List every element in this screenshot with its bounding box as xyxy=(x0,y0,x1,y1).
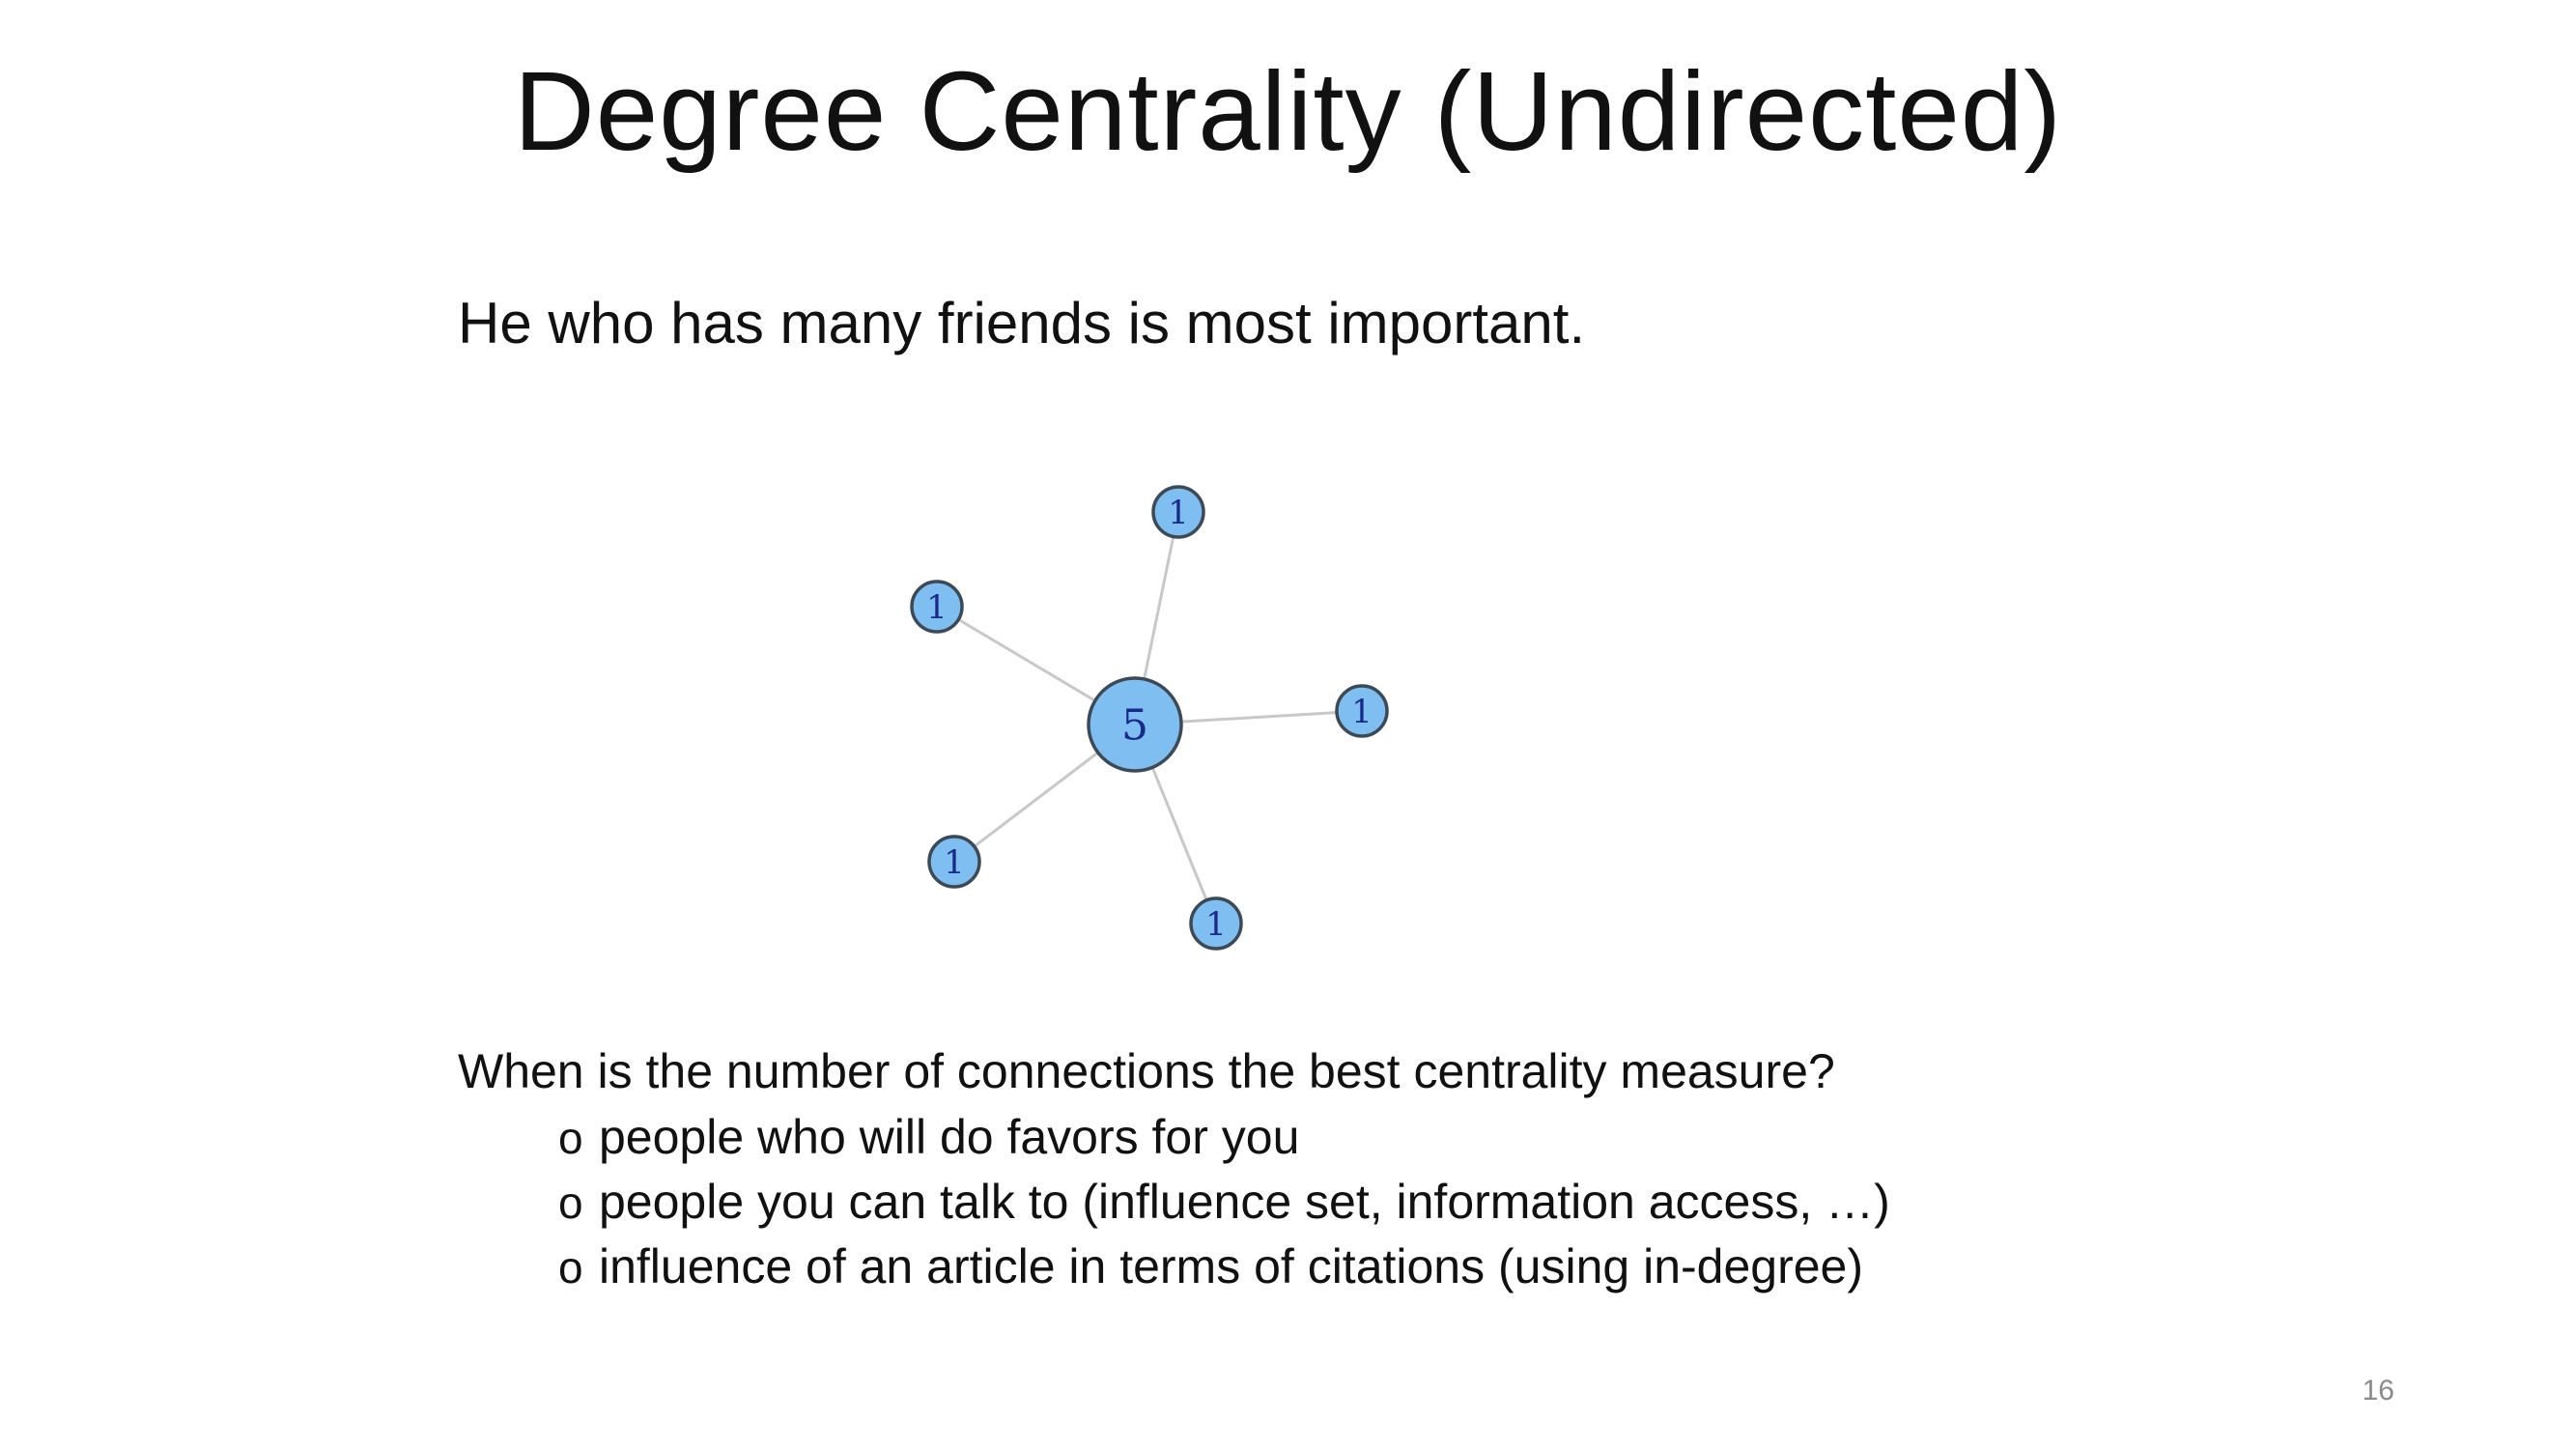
node-center: 5 xyxy=(1087,676,1183,773)
node-degree-label: 1 xyxy=(1205,905,1227,944)
node-circle xyxy=(927,835,981,889)
node-right: 1 xyxy=(1335,684,1389,738)
bullet-item: o people you can talk to (influence set,… xyxy=(558,1176,1890,1240)
bullet-item: o influence of an article in terms of ci… xyxy=(558,1240,1890,1305)
network-diagram: 5 1 1 1 1 1 xyxy=(910,485,1389,951)
node-degree-label: 1 xyxy=(1168,494,1189,532)
bullet-text: people who will do favors for you xyxy=(599,1110,1300,1164)
tagline: He who has many friends is most importan… xyxy=(458,291,1586,355)
node-circle xyxy=(1189,896,1243,951)
bullet-item: o people who will do favors for you xyxy=(558,1111,1890,1176)
node-circle xyxy=(1087,676,1183,773)
slide-title: Degree Centrality (Undirected) xyxy=(513,48,2063,174)
node-degree-label: 1 xyxy=(1351,693,1373,731)
node-top: 1 xyxy=(1151,485,1205,539)
node-degree-label: 1 xyxy=(944,843,965,882)
node-degree-label: 1 xyxy=(926,588,948,627)
node-upper-left: 1 xyxy=(910,580,964,634)
bullet-text: people you can talk to (influence set, i… xyxy=(599,1175,1890,1229)
node-circle xyxy=(910,580,964,634)
bullet-marker: o xyxy=(558,1178,583,1228)
node-circle xyxy=(1151,485,1205,539)
page-number: 16 xyxy=(2362,1375,2394,1406)
bullet-marker: o xyxy=(558,1113,583,1163)
node-circle xyxy=(1335,684,1389,738)
node-degree-label: 5 xyxy=(1121,701,1148,751)
node-bottom: 1 xyxy=(1189,896,1243,951)
bullet-text: influence of an article in terms of cita… xyxy=(599,1239,1863,1293)
bullet-marker: o xyxy=(558,1242,583,1293)
bullet-list: o people who will do favors for you o pe… xyxy=(558,1111,1890,1305)
node-lower-left: 1 xyxy=(927,835,981,889)
question-text: When is the number of connections the be… xyxy=(458,1044,1835,1098)
node-group: 5 1 1 1 1 1 xyxy=(910,485,1389,951)
